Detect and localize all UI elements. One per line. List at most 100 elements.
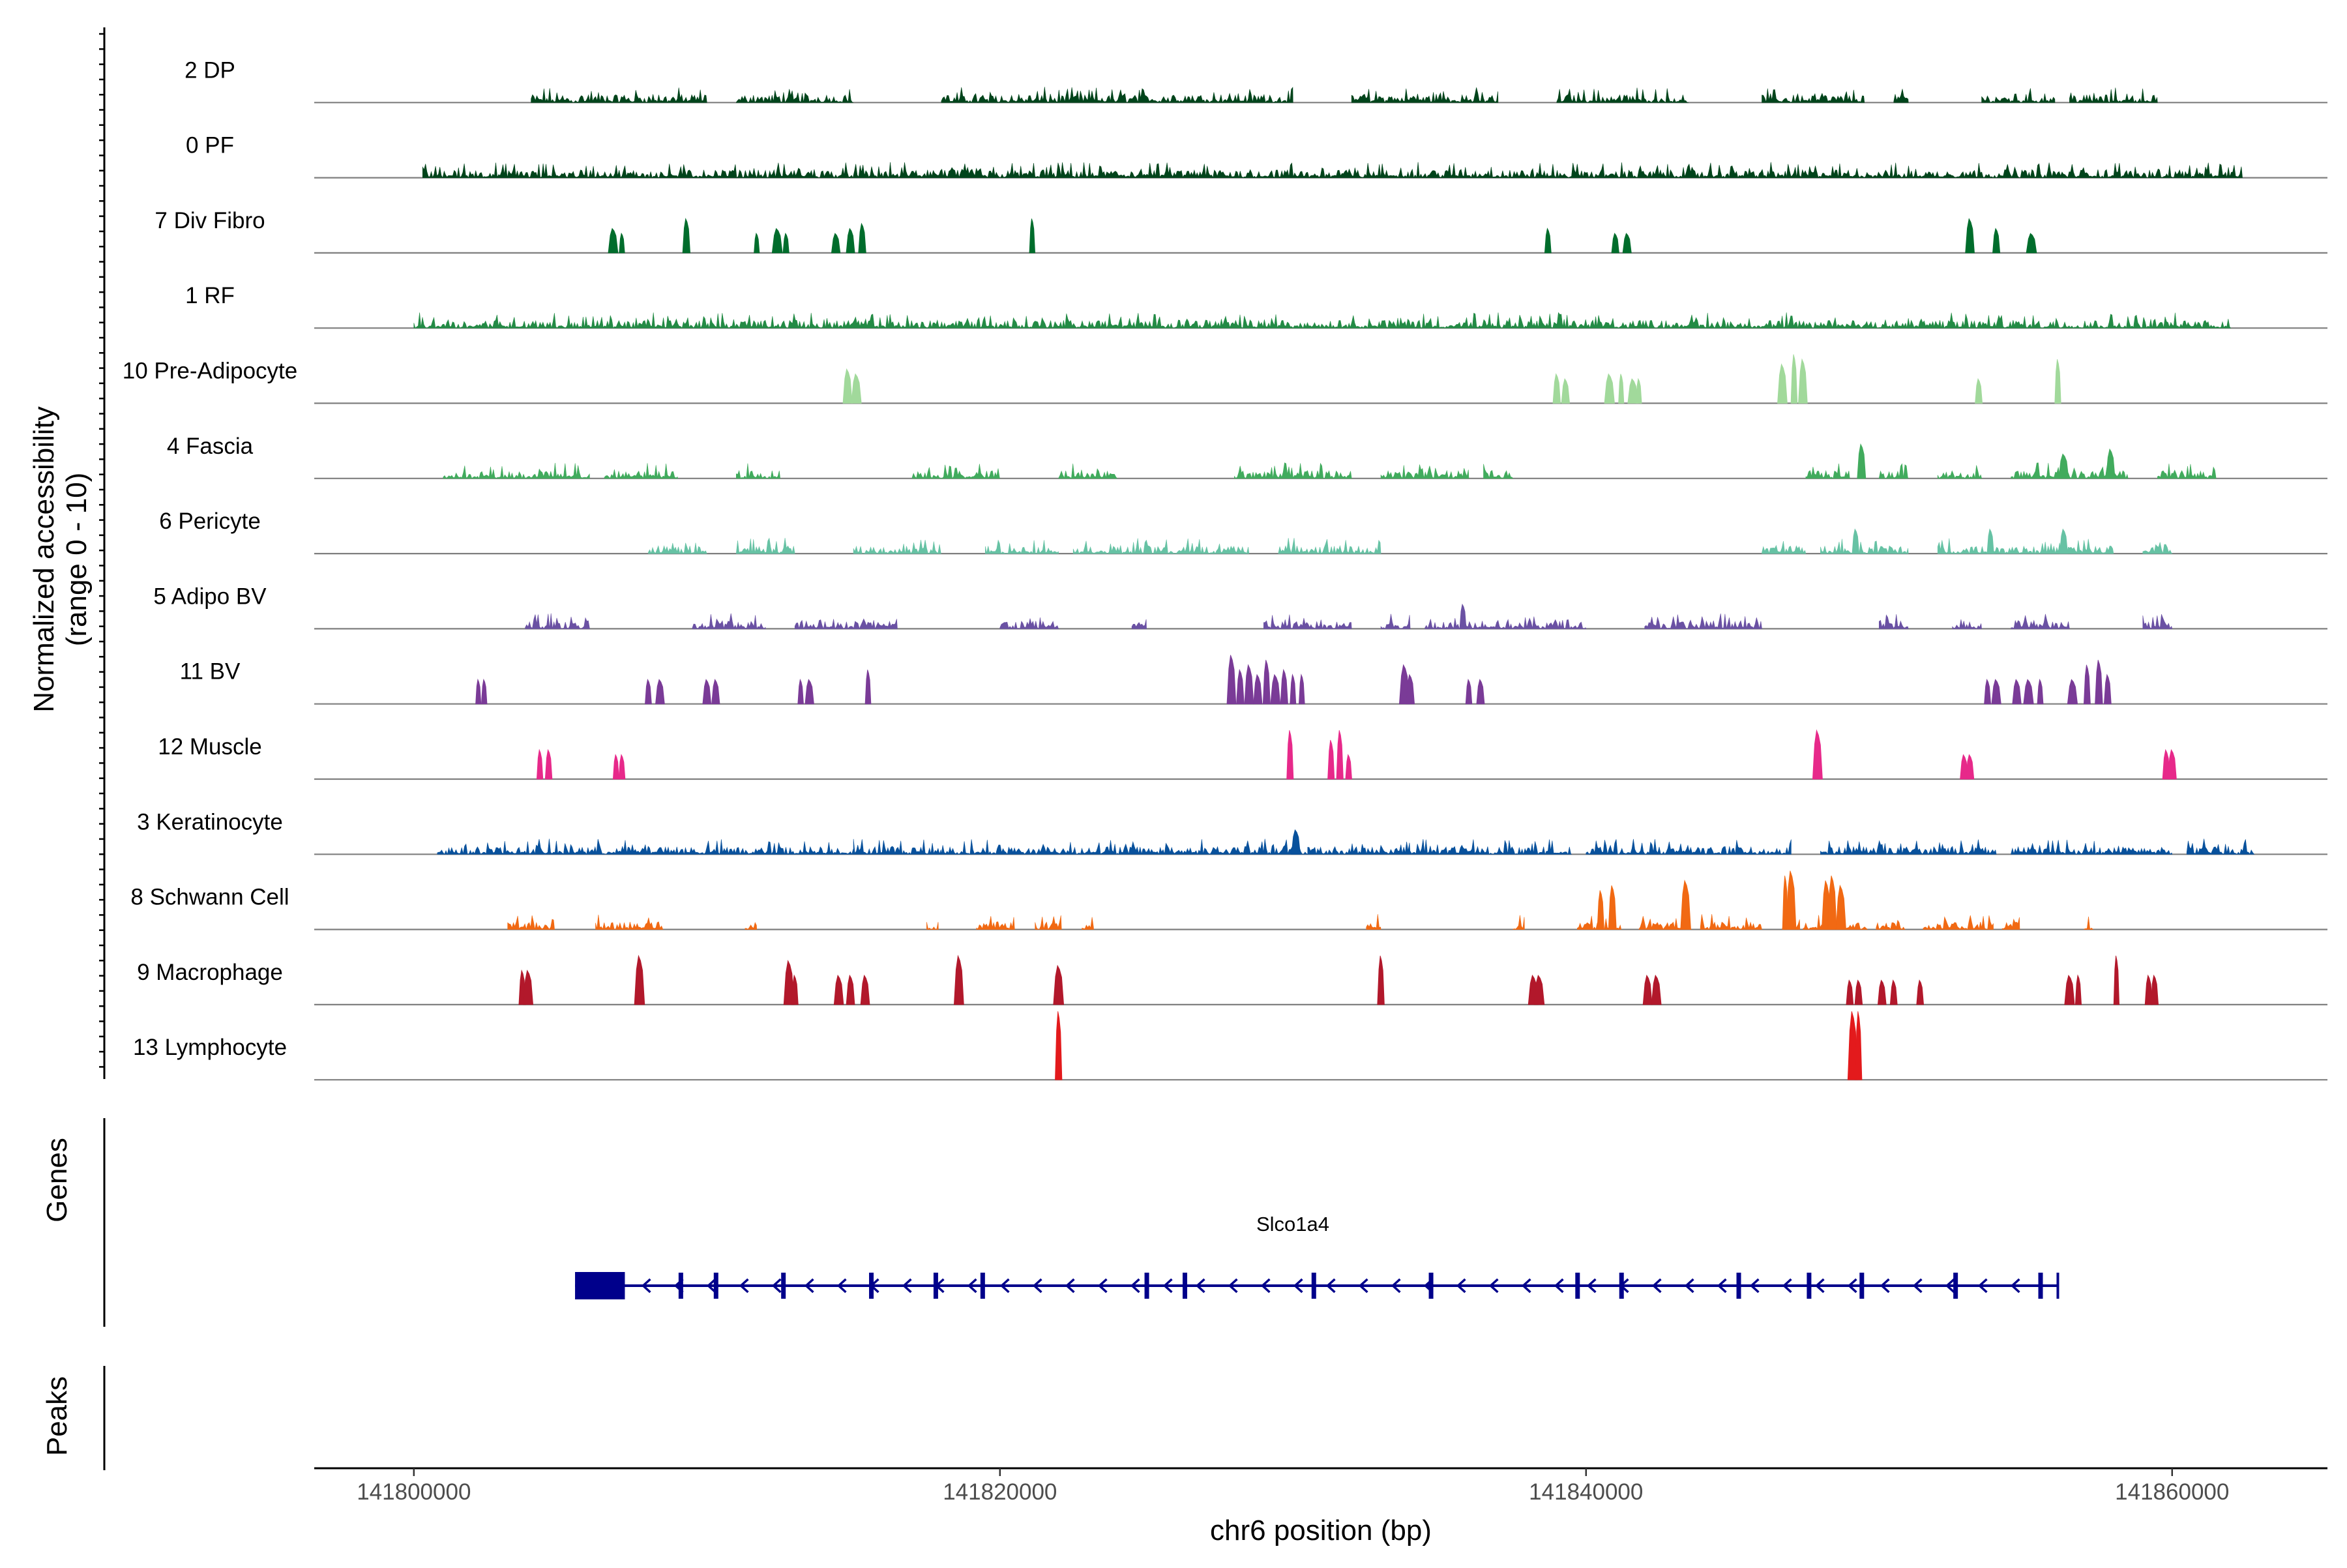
- strand-chevron: [1684, 1278, 1694, 1294]
- track-13-lymphocyte: 13 Lymphocyte: [133, 1011, 2327, 1081]
- track-7-div-fibro: 7 Div Fibro: [155, 208, 2327, 254]
- coverage-signal: [1923, 915, 1994, 930]
- accessibility-peak: [2083, 664, 2091, 705]
- accessibility-peak: [1345, 754, 1352, 780]
- accessibility-peak: [1597, 890, 1604, 930]
- coverage-signal: [1820, 839, 1997, 855]
- accessibility-peak: [634, 954, 645, 1005]
- accessibility-peak: [711, 679, 720, 705]
- accessibility-peak: [1298, 673, 1305, 705]
- gene-name-label: Slco1a4: [1256, 1213, 1329, 1235]
- coverage-signal: [2069, 87, 2158, 103]
- x-axis: 141800000 141820000 141840000 141860000: [314, 1467, 2327, 1505]
- coverage-signal: [422, 162, 2243, 179]
- coverage-signal: [1380, 464, 1469, 479]
- accessibility-peak: [618, 754, 626, 780]
- coverage-signal: [2186, 838, 2255, 855]
- accessibility-peak: [2058, 453, 2069, 479]
- accessibility-peak: [2106, 448, 2116, 479]
- accessibility-peak: [851, 373, 862, 404]
- track-label: 4 Fascia: [167, 434, 254, 459]
- accessibility-peak: [1226, 655, 1237, 705]
- accessibility-peak: [1327, 739, 1335, 780]
- accessibility-peak: [953, 954, 964, 1005]
- track-label: 3 Keratinocyte: [137, 809, 283, 835]
- coverage-signal: [2001, 917, 2020, 930]
- strand-chevron: [771, 1278, 782, 1294]
- accessibility-peak: [1812, 729, 1823, 780]
- accessibility-peak: [1877, 979, 1887, 1005]
- accessibility-peak: [1777, 363, 1788, 404]
- accessibility-peak: [1986, 528, 1994, 554]
- accessibility-peak: [523, 969, 534, 1005]
- accessibility-peak: [1835, 884, 1846, 930]
- coverage-signal: [999, 617, 1059, 629]
- strand-chevron: [1880, 1278, 1890, 1294]
- strand-chevron: [1195, 1278, 1205, 1294]
- track-label: 12 Muscle: [158, 734, 262, 760]
- accessibility-peak: [2054, 359, 2061, 404]
- accessibility-peak: [1854, 979, 1863, 1005]
- accessibility-peak: [1635, 377, 1642, 404]
- strand-chevron: [1782, 1278, 1792, 1294]
- accessibility-peak: [1291, 829, 1301, 855]
- track-10-pre-adipocyte: 10 Pre-Adipocyte: [123, 354, 2327, 404]
- coverage-signal: [736, 89, 854, 104]
- x-axis-label: chr6 position (bp): [1210, 1515, 1432, 1546]
- strand-chevron: [934, 1278, 945, 1294]
- accessibility-peak: [804, 679, 814, 705]
- accessibility-peak: [475, 678, 482, 705]
- accessibility-peak: [608, 228, 619, 254]
- accessibility-peak: [2095, 660, 2103, 705]
- accessibility-peak: [2026, 233, 2037, 254]
- y-axis-sublabel: (range 0 - 10): [61, 473, 93, 647]
- strand-chevron: [1228, 1278, 1238, 1294]
- strand-chevron: [641, 1278, 651, 1294]
- coverage-signal: [926, 922, 939, 930]
- accessibility-peak: [1253, 673, 1263, 705]
- strand-chevron: [1814, 1278, 1825, 1294]
- coverage-signal: [1876, 919, 1906, 930]
- strand-chevron: [1456, 1278, 1466, 1294]
- gene-exon: [1807, 1273, 1812, 1299]
- track-12-muscle: 12 Muscle: [158, 729, 2327, 780]
- coverage-signal: [1366, 914, 1381, 930]
- coverage-signal: [745, 922, 758, 930]
- accessibility-peak: [1377, 955, 1385, 1005]
- accessibility-peak: [536, 748, 544, 780]
- coverage-signal: [604, 463, 678, 479]
- coverage-signal: [1072, 538, 1250, 554]
- track-11-bv: 11 BV: [180, 655, 2327, 705]
- accessibility-peak: [1965, 218, 1975, 254]
- strand-chevron: [1586, 1278, 1597, 1294]
- coverage-signal: [1879, 614, 1909, 629]
- coverage-signal: [2142, 614, 2173, 629]
- accessibility-peak: [1992, 228, 2001, 254]
- strand-chevron: [1358, 1278, 1368, 1294]
- strand-chevron: [1391, 1278, 1401, 1294]
- accessibility-peak: [1611, 233, 1619, 254]
- coverage-signal: [1805, 464, 1850, 479]
- coverage-signal: [1410, 839, 1572, 855]
- gene-exon: [1859, 1273, 1865, 1299]
- coverage-signal: [911, 464, 1001, 479]
- accessibility-peak: [858, 222, 866, 254]
- track-2-dp: 2 DP: [185, 57, 2327, 104]
- accessibility-peak: [831, 233, 841, 254]
- accessibility-peak: [2103, 673, 2112, 705]
- accessibility-peak: [1608, 885, 1617, 930]
- track-label: 7 Div Fibro: [155, 208, 265, 233]
- accessibility-peak: [846, 228, 855, 254]
- genes-track-label: Genes: [41, 1138, 73, 1222]
- coverage-signal: [525, 613, 590, 629]
- accessibility-peak: [1846, 979, 1854, 1005]
- strand-chevron: [836, 1278, 847, 1294]
- accessibility-peak: [1459, 603, 1467, 629]
- accessibility-peak: [1029, 218, 1036, 254]
- coverage-signal: [794, 618, 898, 630]
- accessibility-peak: [1618, 374, 1625, 404]
- track-label: 9 Macrophage: [137, 960, 283, 985]
- coverage-signal: [1556, 87, 1689, 104]
- track-label: 11 BV: [180, 659, 241, 685]
- coverage-signal: [1700, 914, 1762, 930]
